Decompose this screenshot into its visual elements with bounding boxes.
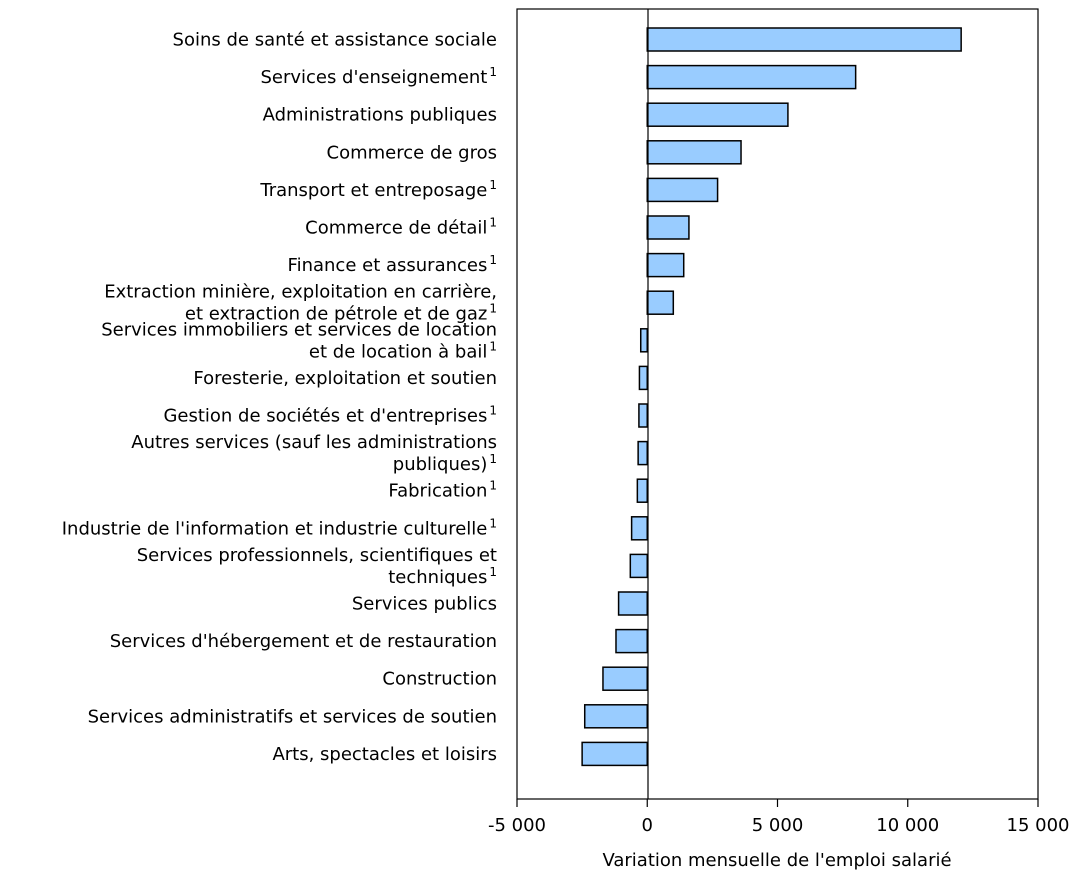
category-label: Fabrication 1 xyxy=(388,479,497,502)
bar xyxy=(637,440,649,466)
footnote-marker: 1 xyxy=(489,216,497,230)
category-label-line: et de location à bail xyxy=(309,341,487,362)
bar xyxy=(646,140,742,165)
category-label: Commerce de gros xyxy=(327,142,497,163)
footnote-marker: 1 xyxy=(489,178,497,192)
category-label: Soins de santé et assistance sociale xyxy=(173,30,497,51)
bar xyxy=(646,252,685,278)
bar xyxy=(646,102,789,127)
bar xyxy=(646,177,719,203)
category-label: Autres services (sauf les administration… xyxy=(131,432,497,475)
category-label-line: Services professionnels, scientifiques e… xyxy=(137,545,497,566)
category-label: Arts, spectacles et loisirs xyxy=(272,744,497,765)
bar xyxy=(581,741,648,767)
footnote-marker: 1 xyxy=(489,404,497,418)
bar xyxy=(639,328,648,353)
bar xyxy=(646,290,675,315)
category-labels: Soins de santé et assistance sociale Serv… xyxy=(62,30,497,765)
category-label-line: Fabrication xyxy=(388,481,487,502)
bar xyxy=(646,27,962,52)
bars-group xyxy=(581,27,962,767)
category-label: Commerce de détail 1 xyxy=(305,216,497,239)
category-label-line: Commerce de détail xyxy=(305,218,487,239)
footnote-marker: 1 xyxy=(489,565,497,579)
category-label-line: Soins de santé et assistance sociale xyxy=(173,30,497,51)
category-label: Transport et entreposage 1 xyxy=(259,178,497,201)
bar xyxy=(583,704,648,729)
category-label: Extraction minière, exploitation en carr… xyxy=(104,282,497,325)
category-label: Services d'enseignement 1 xyxy=(260,65,497,88)
category-label: Administrations publiques xyxy=(263,105,497,126)
category-label-line: Administrations publiques xyxy=(263,105,497,126)
bar xyxy=(630,516,648,541)
category-label: Industrie de l'information et industrie … xyxy=(62,516,497,539)
category-label-line: Finance et assurances xyxy=(288,255,488,276)
footnote-marker: 1 xyxy=(489,452,497,466)
x-tick-label: 10 000 xyxy=(876,815,939,836)
category-label: Services professionnels, scientifiques e… xyxy=(137,545,497,588)
category-label-line: Services d'enseignement xyxy=(260,67,487,88)
category-label-line: Services administratifs et services de s… xyxy=(88,706,497,727)
footnote-marker: 1 xyxy=(489,65,497,79)
footnote-marker: 1 xyxy=(489,479,497,493)
x-tick-label: -5 000 xyxy=(488,815,546,836)
footnote-marker: 1 xyxy=(489,253,497,267)
x-tick-label: 5 000 xyxy=(752,815,804,836)
category-label: Services d'hébergement et de restauratio… xyxy=(110,631,497,652)
category-label-line: Services immobiliers et services de loca… xyxy=(101,319,497,340)
category-label-line: et extraction de pétrole et de gaz xyxy=(185,304,487,325)
category-label-line: Extraction minière, exploitation en carr… xyxy=(104,282,497,303)
bar xyxy=(636,478,649,503)
category-label: Services administratifs et services de s… xyxy=(88,706,497,727)
bar xyxy=(638,365,648,391)
bar xyxy=(615,628,648,654)
x-axis-ticks: -5 000 0 5 000 10 000 15 000 xyxy=(488,799,1070,836)
footnote-marker: 1 xyxy=(489,339,497,353)
category-label-line: Arts, spectacles et loisirs xyxy=(272,744,497,765)
bar xyxy=(617,591,648,616)
category-label-line: Services d'hébergement et de restauratio… xyxy=(110,631,497,652)
category-label: Services immobiliers et services de loca… xyxy=(101,319,497,362)
category-label-line: Transport et entreposage xyxy=(259,180,487,201)
category-label-line: Gestion de sociétés et d'entreprises xyxy=(163,406,487,427)
plot-frame xyxy=(516,8,1039,800)
bar xyxy=(629,553,649,579)
bar xyxy=(602,666,649,691)
category-label-line: techniques xyxy=(388,567,487,588)
category-label-line: Industrie de l'information et industrie … xyxy=(62,518,488,539)
category-label-line: Foresterie, exploitation et soutien xyxy=(193,368,497,389)
category-label-line: Autres services (sauf les administration… xyxy=(131,432,497,453)
category-label: Foresterie, exploitation et soutien xyxy=(193,368,497,389)
category-label: Finance et assurances 1 xyxy=(288,253,497,276)
bar xyxy=(638,403,649,428)
category-label-line: Services publics xyxy=(352,594,497,615)
category-label-line: Commerce de gros xyxy=(327,142,497,163)
category-label: Services publics xyxy=(352,594,497,615)
x-tick-label: 0 xyxy=(642,815,653,836)
footnote-marker: 1 xyxy=(489,516,497,530)
category-label: Gestion de sociétés et d'entreprises 1 xyxy=(163,404,497,427)
bar xyxy=(646,215,690,240)
x-tick-label: 15 000 xyxy=(1007,815,1070,836)
category-label-line: Construction xyxy=(382,669,497,690)
bar xyxy=(646,64,857,90)
footnote-marker: 1 xyxy=(489,302,497,316)
category-label: Construction xyxy=(382,669,497,690)
x-axis-title: Variation mensuelle de l'emploi salarié xyxy=(602,850,951,871)
category-label-line: publiques) xyxy=(393,454,488,475)
